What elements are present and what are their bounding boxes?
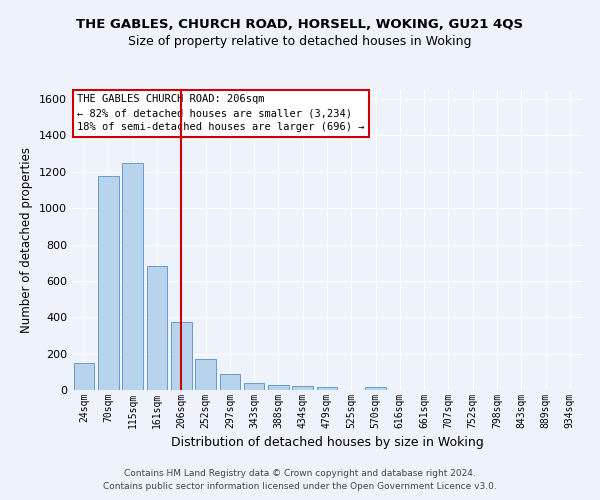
Bar — [195, 359, 216, 390]
Bar — [268, 384, 289, 390]
Bar — [98, 176, 119, 390]
Bar — [171, 322, 191, 390]
Bar — [244, 382, 265, 390]
Text: Contains public sector information licensed under the Open Government Licence v3: Contains public sector information licen… — [103, 482, 497, 491]
Bar — [292, 386, 313, 390]
Bar — [317, 388, 337, 390]
Bar — [365, 388, 386, 390]
X-axis label: Distribution of detached houses by size in Woking: Distribution of detached houses by size … — [170, 436, 484, 450]
Text: THE GABLES, CHURCH ROAD, HORSELL, WOKING, GU21 4QS: THE GABLES, CHURCH ROAD, HORSELL, WOKING… — [76, 18, 524, 30]
Bar — [146, 266, 167, 390]
Bar — [122, 162, 143, 390]
Text: THE GABLES CHURCH ROAD: 206sqm
← 82% of detached houses are smaller (3,234)
18% : THE GABLES CHURCH ROAD: 206sqm ← 82% of … — [77, 94, 365, 132]
Text: Contains HM Land Registry data © Crown copyright and database right 2024.: Contains HM Land Registry data © Crown c… — [124, 468, 476, 477]
Bar — [74, 362, 94, 390]
Y-axis label: Number of detached properties: Number of detached properties — [20, 147, 34, 333]
Bar — [220, 374, 240, 390]
Text: Size of property relative to detached houses in Woking: Size of property relative to detached ho… — [128, 35, 472, 48]
